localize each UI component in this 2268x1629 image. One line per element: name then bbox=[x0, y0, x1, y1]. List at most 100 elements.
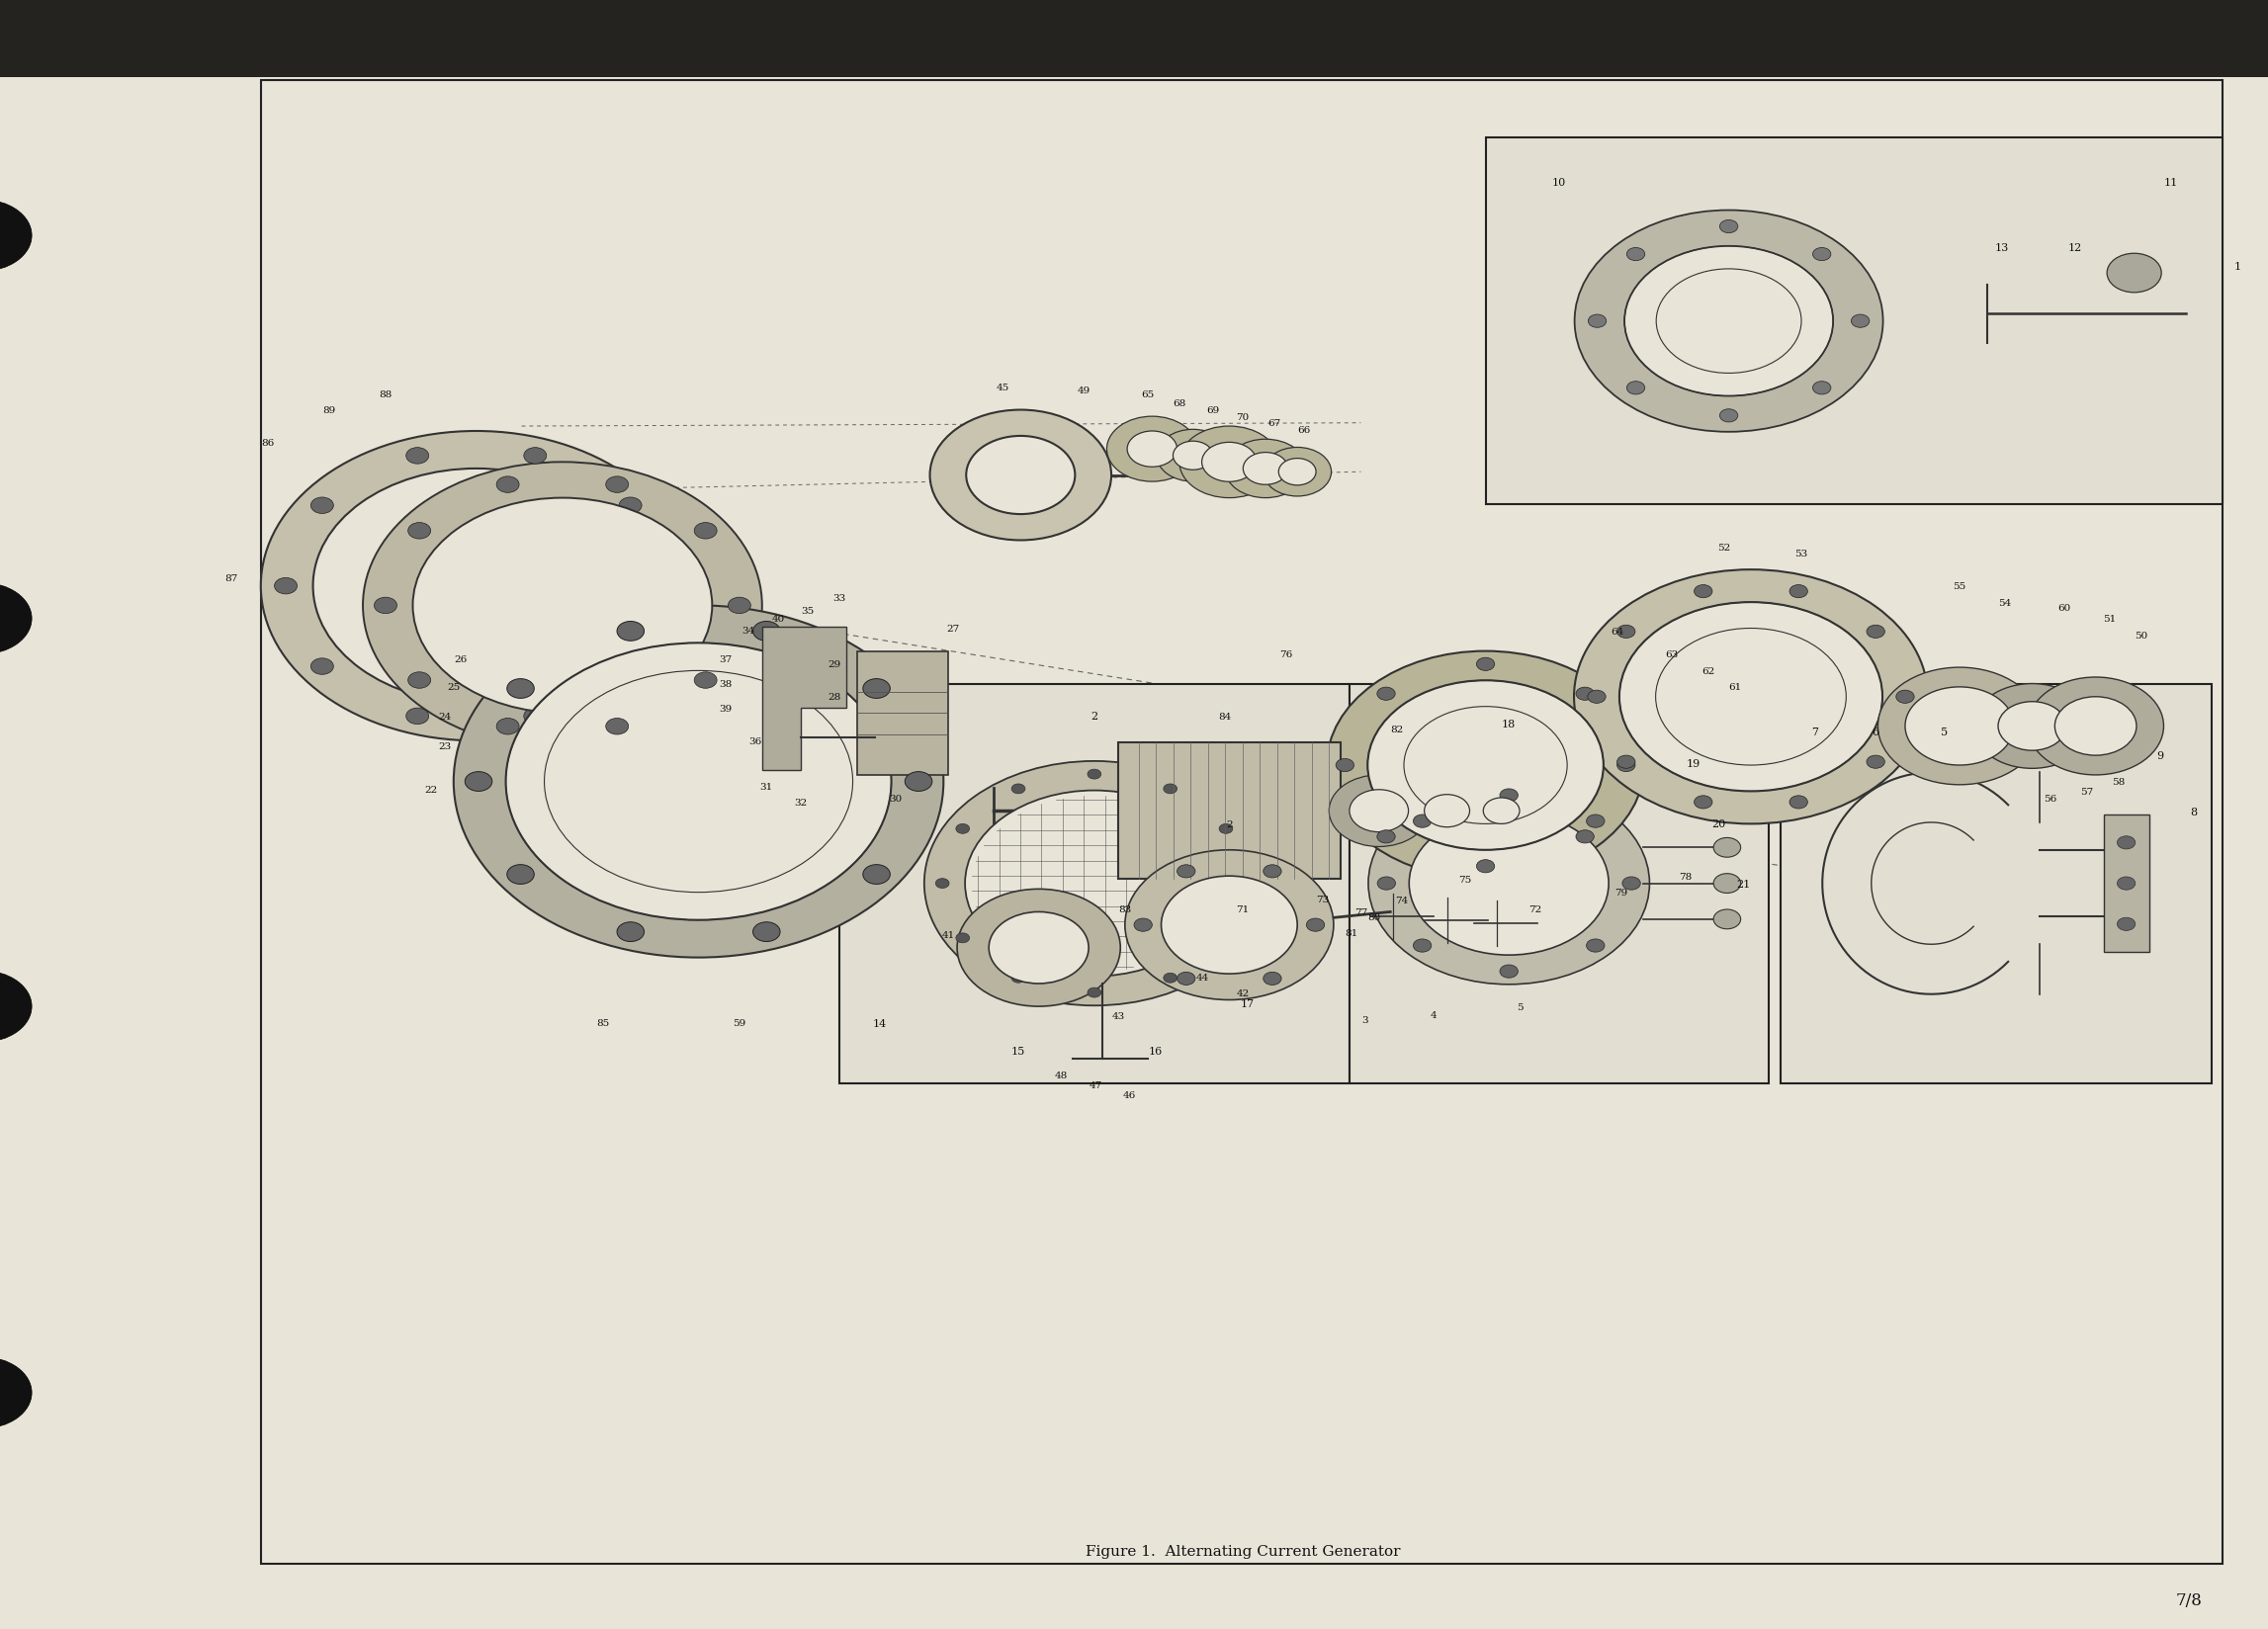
Text: 30: 30 bbox=[889, 793, 903, 803]
Circle shape bbox=[1089, 771, 1102, 780]
Circle shape bbox=[0, 1357, 32, 1429]
Circle shape bbox=[1179, 427, 1279, 498]
Text: 58: 58 bbox=[2112, 777, 2125, 787]
Circle shape bbox=[2028, 678, 2164, 775]
Circle shape bbox=[2118, 837, 2136, 850]
Text: 12: 12 bbox=[2068, 243, 2082, 254]
Circle shape bbox=[966, 792, 1225, 977]
Text: 19: 19 bbox=[1687, 759, 1701, 769]
Circle shape bbox=[1163, 784, 1177, 793]
Circle shape bbox=[1905, 687, 2014, 766]
Text: 79: 79 bbox=[1615, 888, 1628, 898]
Circle shape bbox=[1336, 759, 1354, 772]
Text: 83: 83 bbox=[1118, 904, 1132, 914]
Text: 80: 80 bbox=[1368, 912, 1381, 922]
Circle shape bbox=[1574, 212, 1882, 433]
Circle shape bbox=[1576, 831, 1594, 844]
Text: 34: 34 bbox=[742, 626, 755, 635]
Text: 10: 10 bbox=[1551, 178, 1567, 187]
Text: 3: 3 bbox=[1363, 1015, 1368, 1025]
Circle shape bbox=[1263, 973, 1281, 986]
Text: 89: 89 bbox=[322, 406, 336, 415]
Circle shape bbox=[1483, 798, 1520, 824]
Circle shape bbox=[1173, 441, 1213, 471]
Circle shape bbox=[1012, 784, 1025, 793]
Text: 71: 71 bbox=[1236, 904, 1250, 914]
Circle shape bbox=[1896, 691, 1914, 704]
Circle shape bbox=[274, 578, 297, 595]
Text: 75: 75 bbox=[1458, 875, 1472, 885]
Text: 86: 86 bbox=[261, 438, 274, 448]
Text: 43: 43 bbox=[1111, 1012, 1125, 1021]
Circle shape bbox=[1134, 919, 1152, 932]
Bar bbox=[1349, 684, 1769, 1083]
Circle shape bbox=[465, 772, 492, 792]
Bar bbox=[2105, 814, 2150, 951]
Circle shape bbox=[1789, 797, 1808, 810]
Text: 37: 37 bbox=[719, 655, 733, 665]
Text: 28: 28 bbox=[828, 692, 841, 702]
Text: 13: 13 bbox=[1994, 243, 2009, 254]
Circle shape bbox=[408, 673, 431, 689]
Text: 45: 45 bbox=[996, 383, 1009, 393]
Circle shape bbox=[617, 622, 644, 642]
Circle shape bbox=[1368, 681, 1603, 850]
Circle shape bbox=[1719, 411, 1737, 424]
Circle shape bbox=[1574, 570, 1928, 824]
Circle shape bbox=[1161, 876, 1297, 974]
Circle shape bbox=[1867, 756, 1885, 769]
Circle shape bbox=[1719, 222, 1737, 235]
Bar bbox=[839, 684, 1349, 1083]
Text: 35: 35 bbox=[801, 606, 814, 616]
Text: 62: 62 bbox=[1701, 666, 1715, 676]
Circle shape bbox=[1812, 248, 1830, 261]
Text: 53: 53 bbox=[1794, 549, 1808, 559]
Text: 50: 50 bbox=[2134, 630, 2148, 640]
Text: 38: 38 bbox=[719, 679, 733, 689]
Text: 40: 40 bbox=[771, 614, 785, 624]
Circle shape bbox=[1476, 860, 1495, 873]
Circle shape bbox=[1012, 974, 1025, 984]
Text: Figure 1.  Alternating Current Generator: Figure 1. Alternating Current Generator bbox=[1086, 1544, 1399, 1557]
Circle shape bbox=[1125, 850, 1334, 1000]
Circle shape bbox=[497, 718, 519, 735]
Circle shape bbox=[619, 658, 642, 674]
Circle shape bbox=[1327, 652, 1644, 880]
Text: 48: 48 bbox=[1055, 1070, 1068, 1080]
Text: 18: 18 bbox=[1501, 718, 1515, 730]
Text: 88: 88 bbox=[379, 389, 392, 399]
Circle shape bbox=[1694, 797, 1712, 810]
Circle shape bbox=[1588, 691, 1606, 704]
Circle shape bbox=[1470, 788, 1533, 834]
Circle shape bbox=[1408, 813, 1608, 955]
Circle shape bbox=[1413, 814, 1431, 828]
Circle shape bbox=[862, 679, 889, 699]
Circle shape bbox=[524, 709, 547, 725]
Circle shape bbox=[1617, 626, 1635, 639]
Text: 26: 26 bbox=[454, 655, 467, 665]
Circle shape bbox=[1715, 909, 1742, 929]
Circle shape bbox=[728, 598, 751, 614]
Circle shape bbox=[617, 922, 644, 942]
Text: 73: 73 bbox=[1315, 894, 1329, 904]
Circle shape bbox=[1089, 987, 1102, 997]
Circle shape bbox=[966, 437, 1075, 515]
Text: 59: 59 bbox=[733, 1018, 746, 1028]
Circle shape bbox=[1263, 448, 1331, 497]
Text: 77: 77 bbox=[1354, 907, 1368, 917]
Circle shape bbox=[508, 865, 535, 885]
Text: 72: 72 bbox=[1529, 904, 1542, 914]
Circle shape bbox=[957, 889, 1120, 1007]
Circle shape bbox=[925, 762, 1266, 1007]
Circle shape bbox=[1329, 775, 1429, 847]
Text: 20: 20 bbox=[1712, 819, 1726, 829]
Text: 1: 1 bbox=[2234, 262, 2241, 272]
Circle shape bbox=[1177, 865, 1195, 878]
Text: 9: 9 bbox=[2157, 751, 2164, 761]
Circle shape bbox=[1998, 702, 2066, 751]
Text: 67: 67 bbox=[1268, 419, 1281, 428]
Circle shape bbox=[862, 865, 889, 885]
Circle shape bbox=[1499, 790, 1517, 803]
Text: 11: 11 bbox=[2164, 178, 2177, 187]
Circle shape bbox=[973, 797, 1216, 971]
